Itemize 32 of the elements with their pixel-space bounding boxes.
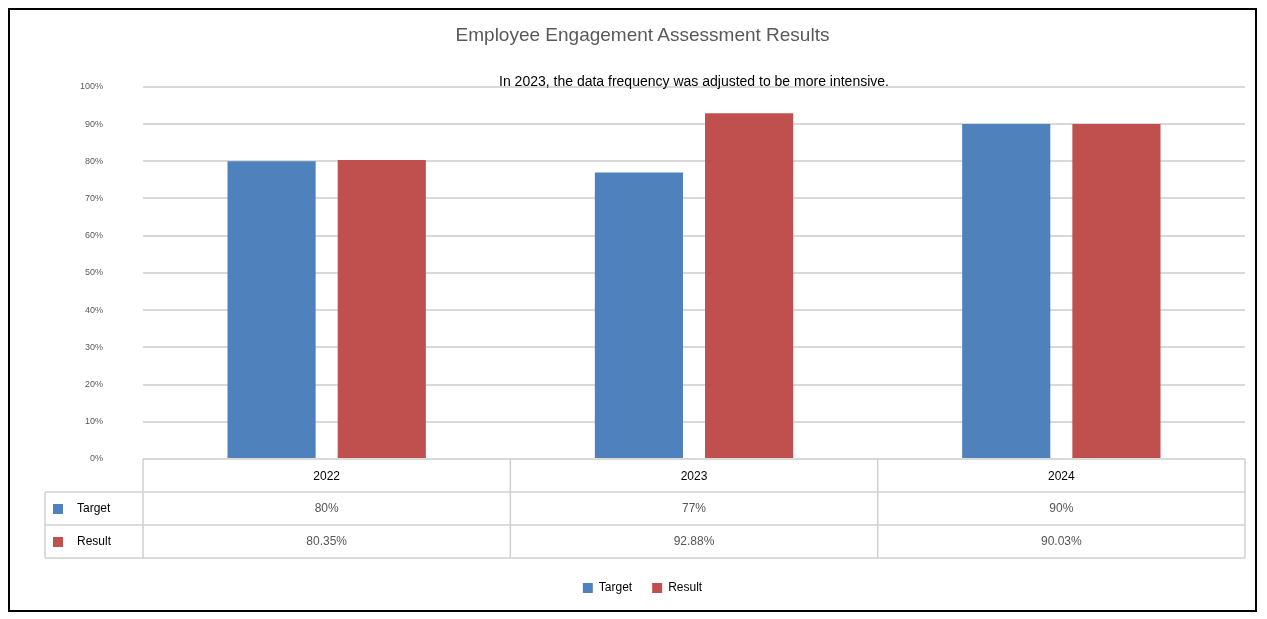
x-tick-label: 2024 <box>1047 468 1076 483</box>
y-tick-label: 70% <box>85 192 104 203</box>
legend-label: Target <box>598 580 633 595</box>
data-label: 90.03% <box>1040 533 1083 548</box>
y-tick-label: 0% <box>90 453 104 464</box>
data-label: 92.88% <box>673 533 715 548</box>
text: Result <box>77 533 112 548</box>
legend-label: Result <box>668 580 703 595</box>
data-label: 80.35% <box>306 533 348 548</box>
bar <box>227 161 316 458</box>
data-label: 77% <box>681 500 707 515</box>
x-tick-label: 2023 <box>680 468 708 483</box>
y-tick-label: 40% <box>85 304 104 315</box>
chart-title: Employee Engagement Assessment Results <box>455 23 830 45</box>
bar <box>1072 123 1161 458</box>
text: Target <box>77 500 111 515</box>
y-tick-label: 80% <box>85 155 104 166</box>
x-tick-label: 2022 <box>313 468 341 483</box>
y-tick-label: 100% <box>79 81 104 92</box>
y-tick-label: 20% <box>85 379 104 390</box>
bar <box>594 172 683 458</box>
y-tick-label: 90% <box>85 118 104 129</box>
data-label: 90% <box>1049 500 1074 515</box>
bar <box>705 113 794 458</box>
y-tick-label: 50% <box>85 267 104 278</box>
y-tick-label: 30% <box>85 341 104 352</box>
bar <box>337 159 426 458</box>
y-tick-label: 60% <box>85 230 104 241</box>
annotation: In 2023, the data frequency was adjusted to be more intensive. <box>499 72 889 89</box>
y-tick-label: 10% <box>85 416 104 427</box>
bar <box>962 124 1051 458</box>
data-label: 80% <box>314 500 340 515</box>
